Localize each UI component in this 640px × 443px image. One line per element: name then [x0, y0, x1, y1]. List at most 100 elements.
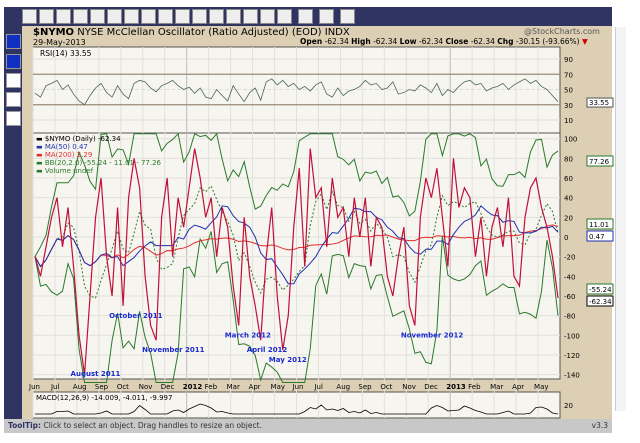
value-tag-text: 0.47 [589, 233, 605, 241]
month-tick: Aug [336, 383, 350, 391]
main-tick: -20 [564, 254, 575, 262]
fill-color-icon[interactable] [6, 54, 21, 69]
legend-item: ▬ BB(20,2.0) -55.24 - 11.01 - 77.26 [36, 159, 161, 167]
horizontal-line-tool-icon[interactable] [56, 9, 71, 24]
arrow-tool-icon[interactable] [158, 9, 173, 24]
month-tick: May [271, 383, 285, 391]
month-tick: Jul [313, 383, 323, 391]
annotation: November 2011 [142, 346, 205, 354]
text-tool-icon[interactable] [124, 9, 139, 24]
value-tag [586, 155, 614, 167]
tooltip-text: Click to select an object. Drag handles … [43, 421, 262, 430]
chart-date: 29-May-2013 [33, 38, 86, 47]
rectangle-tool-icon[interactable] [90, 9, 105, 24]
exchange: INDX [324, 27, 350, 38]
main-tick: 20 [564, 214, 573, 222]
value-tag-text: 77.26 [589, 158, 610, 166]
main-tick: -60 [564, 293, 575, 301]
annotation: March 2012 [225, 331, 271, 339]
bb-middle-line [34, 184, 559, 299]
value-tag [586, 230, 614, 242]
rsi-tick: 90 [564, 56, 573, 64]
line-thick-icon[interactable] [6, 73, 21, 88]
rsi-tick: 30 [564, 102, 573, 110]
month-tick: May [534, 383, 548, 391]
line-thin-icon[interactable] [6, 92, 21, 107]
month-tick: Mar [227, 383, 240, 391]
month-tick: Jul [50, 383, 60, 391]
status-bar: ToolTip: Click to select an object. Drag… [4, 419, 612, 433]
callout-tool-icon[interactable] [141, 9, 156, 24]
annotation: May 2012 [269, 356, 307, 364]
main-tick: 60 [564, 175, 573, 183]
vertical-scrollbar[interactable] [615, 27, 626, 411]
rsi-line [34, 78, 559, 106]
annotation: April 2012 [247, 346, 288, 354]
month-tick: Aug [73, 383, 87, 391]
symbol: $NYMO [33, 27, 75, 38]
fib-lines-tool-icon[interactable] [175, 9, 190, 24]
bb-upper-line [34, 132, 559, 257]
cycle-tool-icon[interactable] [260, 9, 275, 24]
month-tick: Mar [490, 383, 503, 391]
settings-tool-icon[interactable] [340, 9, 355, 24]
rsi-tick: 50 [564, 87, 573, 95]
back-tool-icon[interactable] [277, 9, 292, 24]
version: v3.3 [591, 421, 608, 430]
annotation: October 2011 [109, 312, 163, 320]
undo-tool-icon[interactable] [319, 9, 334, 24]
value-tag-text: -55.24 [589, 286, 612, 294]
month-tick: 2013 [446, 383, 466, 391]
month-tick: Nov [402, 383, 416, 391]
legend-item: ▬ Volume undef [36, 167, 94, 175]
macd-tick: 20 [564, 402, 573, 410]
vertical-line-tool-icon[interactable] [73, 9, 88, 24]
month-tick: Dec [161, 383, 175, 391]
month-tick: Dec [424, 383, 438, 391]
forward-tool-icon[interactable] [298, 9, 313, 24]
month-tick: Jun [292, 383, 304, 391]
rsi-value-tag-text: 33.55 [589, 99, 609, 107]
month-tick: Sep [358, 383, 372, 391]
main-tick: 40 [564, 195, 573, 203]
value-tag [586, 283, 614, 295]
month-tick: Feb [205, 383, 218, 391]
time-lines-tool-icon[interactable] [192, 9, 207, 24]
month-tick: Jun [28, 383, 40, 391]
ma50-line [34, 205, 559, 285]
rsi-label: RSI(14) 33.55 [40, 49, 92, 58]
legend-item: ▬ MA(50) 0.47 [36, 143, 88, 151]
month-tick: Nov [139, 383, 153, 391]
month-tick: Apr [512, 383, 524, 391]
value-tag-text: 11.01 [589, 221, 609, 229]
value-tag [586, 295, 614, 307]
pointer-tool-icon[interactable] [22, 9, 37, 24]
main-tick: -120 [564, 352, 580, 360]
macd-line [35, 403, 559, 415]
month-tick: Apr [249, 383, 261, 391]
rsi-tick: 70 [564, 71, 573, 79]
rsi-tick: 10 [564, 117, 573, 125]
side-toolbar [4, 26, 22, 419]
line-tool-icon[interactable] [39, 9, 54, 24]
ma-line-tool-icon[interactable] [243, 9, 258, 24]
trend-tool-icon[interactable] [226, 9, 241, 24]
main-tick: -100 [564, 332, 580, 340]
value-tag-text: -62.34 [589, 298, 612, 306]
annotation: August 2011 [71, 370, 121, 378]
circle-tool-icon[interactable] [107, 9, 122, 24]
month-tick: 2012 [183, 383, 203, 391]
bb-lower-line [34, 231, 559, 383]
color-picker-icon[interactable] [6, 34, 21, 49]
tooltip-label: ToolTip: [8, 421, 42, 430]
annotation: November 2012 [401, 331, 464, 339]
ma200-line [34, 224, 559, 268]
value-tag [586, 218, 614, 230]
arrow-style-icon[interactable] [6, 111, 21, 126]
main-tick: -140 [564, 372, 580, 380]
macd-label: MACD(12,26,9) -14.009, -4.011, -9.997 [36, 394, 173, 402]
legend-item: ▬ MA(200) 2.29 [36, 151, 93, 159]
main-tick: -80 [564, 313, 575, 321]
channel-tool-icon[interactable] [209, 9, 224, 24]
